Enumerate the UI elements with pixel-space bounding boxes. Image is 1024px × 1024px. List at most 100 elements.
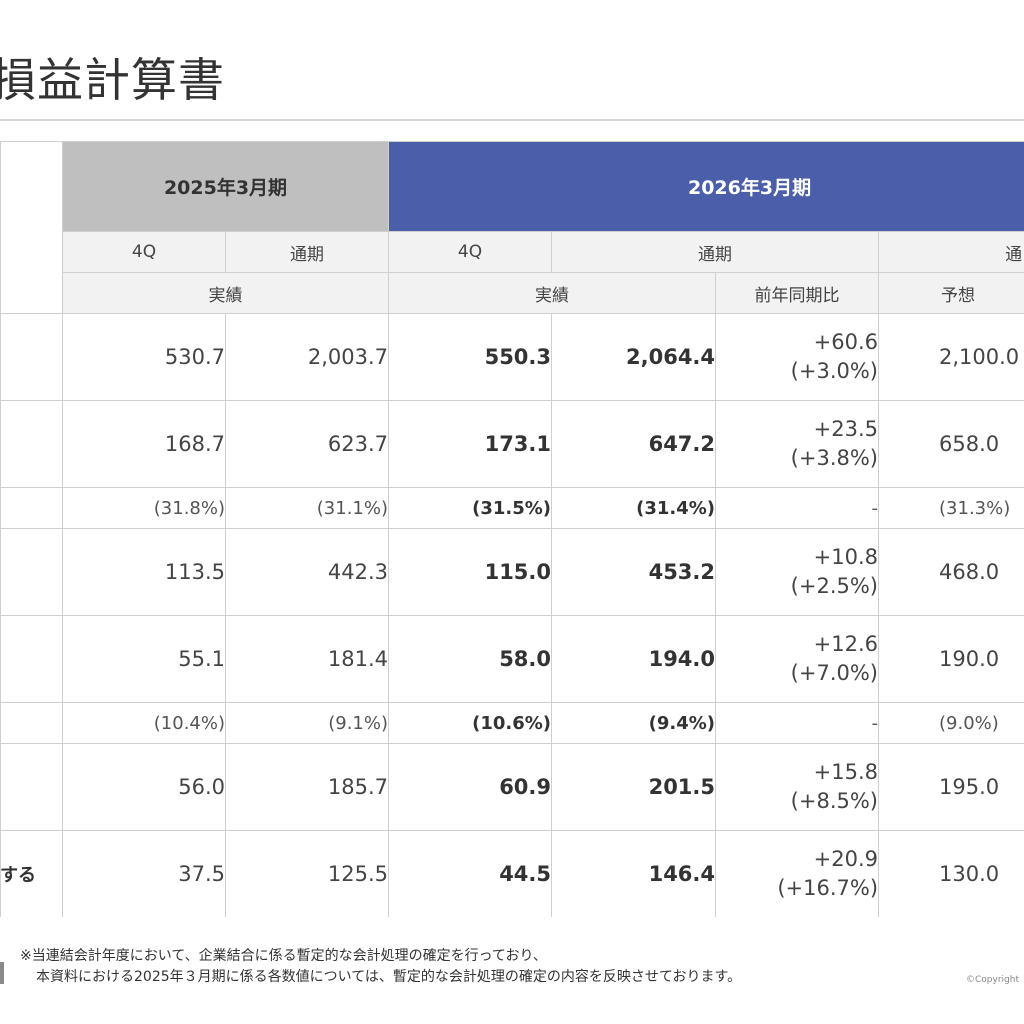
table-row: 55.1 181.4 58.0 194.0 +12.6 (+7.0%) 190.0 <box>0 615 1024 703</box>
prev-4q-value: (10.4%) <box>62 702 226 744</box>
forecast-value: 190.0 <box>878 615 1024 703</box>
forecast-value: 130.0 <box>878 830 1024 917</box>
prev-4q-value: 168.7 <box>62 400 226 488</box>
header-yoy: 前年同期比 <box>715 272 880 314</box>
ratio-row: (10.4%) (9.1%) (10.6%) (9.4%) - (9.0%) <box>0 702 1024 744</box>
yoy-diff: +10.8 <box>813 545 879 569</box>
cur-full-value: 2,064.4 <box>551 313 717 401</box>
header-prev-full: 通期 <box>224 231 390 273</box>
yoy-pct: (+7.0%) <box>790 661 879 685</box>
yoy-value: +15.8 (+8.5%) <box>715 743 880 831</box>
header-prev-actual: 実績 <box>61 272 390 314</box>
cur-full-value: (31.4%) <box>551 487 717 529</box>
cur-full-value: 146.4 <box>551 830 717 917</box>
footnote: ※当連結会計年度において、企業結合に係る暫定的な会計処理の確定を行っており、 本… <box>20 946 741 988</box>
table-row: 56.0 185.7 60.9 201.5 +15.8 (+8.5%) 195.0 <box>0 743 1024 831</box>
forecast-value: 2,100.0 <box>878 313 1024 401</box>
cur-full-value: (9.4%) <box>551 702 717 744</box>
yoy-pct: (+16.7%) <box>777 876 879 900</box>
footnote-line-1: ※当連結会計年度において、企業結合に係る暫定的な会計処理の確定を行っており、 <box>20 948 547 964</box>
yoy-pct: (+3.8%) <box>790 446 879 470</box>
yoy-diff: +12.6 <box>813 632 879 656</box>
yoy-diff: +23.5 <box>813 417 879 441</box>
cur-4q-value: 115.0 <box>388 528 553 616</box>
yoy-pct: (+2.5%) <box>790 574 879 598</box>
prev-full-value: (9.1%) <box>224 702 390 744</box>
yoy-value: +10.8 (+2.5%) <box>715 528 880 616</box>
yoy-diff: +60.6 <box>813 330 879 354</box>
header-prev-4q: 4Q <box>62 231 226 273</box>
prev-4q-value: 37.5 <box>62 830 226 917</box>
row-label: する <box>0 830 63 917</box>
row-label <box>0 615 63 703</box>
cur-full-value: 647.2 <box>551 400 717 488</box>
prev-full-value: (31.1%) <box>224 487 390 529</box>
row-label <box>0 528 63 616</box>
cur-4q-value: 60.9 <box>388 743 553 831</box>
cur-4q-value: (10.6%) <box>388 702 553 744</box>
yoy-diff: +20.9 <box>813 847 879 871</box>
forecast-value: (9.0%) <box>878 702 1024 744</box>
header-row-periods: 4Q 通期 4Q 通期 通 <box>1 231 1024 273</box>
yoy-value: - <box>715 702 880 744</box>
prev-full-value: 125.5 <box>224 830 390 917</box>
prev-full-value: 442.3 <box>224 528 390 616</box>
header-forecast: 予想 <box>878 272 1024 314</box>
yoy-value: - <box>715 487 880 529</box>
cur-4q-value: (31.5%) <box>388 487 553 529</box>
income-statement-table-wrap: 2025年3月期 2026年3月期 4Q 通期 4Q 通期 通 実績 実績 前年… <box>0 141 1024 917</box>
cur-4q-value: 550.3 <box>388 313 553 401</box>
header-cur-4q: 4Q <box>388 231 553 273</box>
forecast-value: 658.0 <box>878 400 1024 488</box>
table-row: する 37.5 125.5 44.5 146.4 +20.9 (+16.7%) 130.0 <box>0 830 1024 917</box>
footnote-line-2: 本資料における2025年３月期に係る各数値については、暫定的な会計処理の確定の内… <box>36 969 742 985</box>
header-label-cell <box>0 141 63 314</box>
header-row-years: 2025年3月期 2026年3月期 <box>0 141 1024 314</box>
cur-4q-value: 173.1 <box>388 400 553 488</box>
page-title: 損益計算書 <box>0 53 225 107</box>
ratio-row: (31.8%) (31.1%) (31.5%) (31.4%) - (31.3%) <box>0 487 1024 529</box>
row-label <box>0 702 63 744</box>
header-cur-full-fc: 通 <box>878 231 1024 273</box>
cur-full-value: 194.0 <box>551 615 717 703</box>
table-row: 168.7 623.7 173.1 647.2 +23.5 (+3.8%) 658.0 <box>0 400 1024 488</box>
income-statement-table: 2025年3月期 2026年3月期 4Q 通期 4Q 通期 通 実績 実績 前年… <box>0 141 1024 917</box>
header-fy2026: 2026年3月期 <box>388 141 1024 232</box>
prev-full-value: 2,003.7 <box>224 313 390 401</box>
title-divider <box>0 119 1024 121</box>
yoy-pct: (+8.5%) <box>790 789 879 813</box>
cur-full-value: 201.5 <box>551 743 717 831</box>
header-row-types: 実績 実績 前年同期比 予想 <box>1 272 1024 314</box>
yoy-value: +12.6 (+7.0%) <box>715 615 880 703</box>
copyright: ©Copyright <box>966 975 1019 985</box>
yoy-value: +60.6 (+3.0%) <box>715 313 880 401</box>
prev-4q-value: 55.1 <box>62 615 226 703</box>
forecast-value: 195.0 <box>878 743 1024 831</box>
table-row: 113.5 442.3 115.0 453.2 +10.8 (+2.5%) 468.0 <box>0 528 1024 616</box>
prev-full-value: 181.4 <box>224 615 390 703</box>
cur-4q-value: 44.5 <box>388 830 553 917</box>
row-label <box>0 313 63 401</box>
yoy-value: +23.5 (+3.8%) <box>715 400 880 488</box>
header-cur-full: 通期 <box>551 231 880 273</box>
prev-4q-value: 530.7 <box>62 313 226 401</box>
forecast-value: 468.0 <box>878 528 1024 616</box>
table-row: 530.7 2,003.7 550.3 2,064.4 +60.6 (+3.0%) 2,10… <box>0 313 1024 401</box>
cur-4q-value: 58.0 <box>388 615 553 703</box>
footnote-marker <box>0 962 4 984</box>
yoy-pct: (+3.0%) <box>790 359 879 383</box>
row-label <box>0 743 63 831</box>
forecast-value: (31.3%) <box>878 487 1024 529</box>
header-cur-actual: 実績 <box>388 272 717 314</box>
prev-full-value: 185.7 <box>224 743 390 831</box>
prev-4q-value: 113.5 <box>62 528 226 616</box>
prev-4q-value: 56.0 <box>62 743 226 831</box>
header-fy2025: 2025年3月期 <box>61 141 390 232</box>
row-label <box>0 487 63 529</box>
row-label <box>0 400 63 488</box>
prev-4q-value: (31.8%) <box>62 487 226 529</box>
yoy-value: +20.9 (+16.7%) <box>715 830 880 917</box>
prev-full-value: 623.7 <box>224 400 390 488</box>
cur-full-value: 453.2 <box>551 528 717 616</box>
